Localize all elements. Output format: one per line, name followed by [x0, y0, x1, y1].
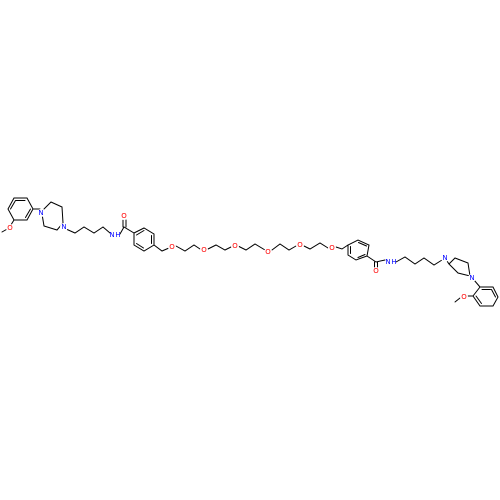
bond [207, 244, 232, 251]
bond [119, 226, 125, 235]
bonds [1, 197, 499, 307]
oxygen-atom: O [461, 293, 467, 301]
atom-background [468, 274, 476, 282]
bond [153, 244, 170, 252]
nitrogen-atom: N [385, 258, 390, 266]
bond [122, 219, 127, 228]
atom-background [110, 229, 120, 239]
atom-background [328, 244, 336, 252]
bond [350, 242, 367, 258]
nitrogen-atom: N [469, 274, 474, 282]
bond [10, 200, 31, 218]
bond [473, 279, 481, 288]
atom-background [296, 241, 304, 249]
atom-background [6, 224, 14, 232]
nitrogen-atom: N [38, 209, 43, 217]
oxygen-atom: O [201, 246, 207, 254]
oxygen-atom: O [297, 241, 303, 249]
bond [41, 201, 64, 231]
atom-background [231, 242, 239, 250]
bond [7, 197, 34, 221]
hydrogen-atom: H [115, 231, 120, 239]
oxygen-atom: O [232, 242, 238, 250]
oxygen-atom: O [7, 224, 13, 232]
bond [102, 226, 111, 234]
bond [65, 226, 104, 234]
hydrogen-atom: H [391, 258, 396, 266]
bond [136, 230, 152, 249]
oxygen-atom: O [373, 267, 379, 275]
atom-background [37, 209, 45, 217]
bond [375, 259, 386, 263]
bond [303, 242, 329, 250]
nitrogen-atom: N [442, 254, 447, 262]
bond [123, 226, 135, 234]
atom-background [200, 246, 208, 254]
bond [395, 256, 443, 266]
atom-background [168, 243, 176, 251]
bond [444, 257, 471, 277]
atom-background [60, 223, 68, 231]
atom-background [441, 254, 449, 262]
oxygen-atom: O [265, 248, 271, 256]
bond [475, 289, 496, 304]
bond [454, 297, 461, 303]
nitrogen-atom: N [109, 231, 114, 239]
bond [237, 243, 266, 251]
bond [271, 243, 297, 251]
atom-labels: O N N N H O O O O O O O N H O N [6, 209, 476, 301]
atom-background [460, 293, 468, 301]
bond [335, 244, 349, 250]
bond [374, 261, 378, 269]
atom-background [120, 212, 128, 220]
atom-background [264, 248, 272, 256]
nitrogen-atom: N [61, 223, 66, 231]
bond [175, 244, 201, 252]
oxygen-atom: O [121, 212, 127, 220]
oxygen-atom: O [329, 244, 335, 252]
oxygen-atom: O [169, 243, 175, 251]
bond [366, 255, 377, 263]
atom-background [372, 267, 380, 275]
atom-background [386, 256, 396, 266]
